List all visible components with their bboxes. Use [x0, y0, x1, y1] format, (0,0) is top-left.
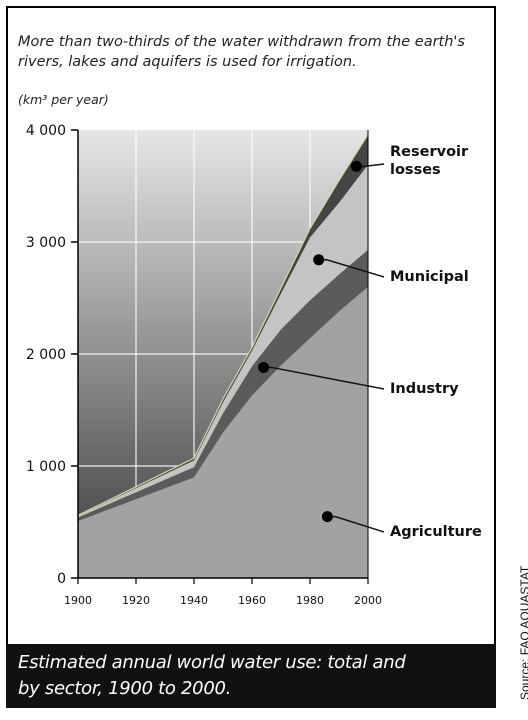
- area-industry: [78, 249, 368, 521]
- legend-label-reservoir-losses: Reservoir: [390, 144, 469, 160]
- legend-leaders: [258, 160, 385, 533]
- caption-band: Estimated annual world water use: total …: [6, 644, 496, 708]
- dot-municipal: [313, 254, 325, 266]
- x-tick-label-2000: 2000: [354, 594, 382, 607]
- dot-industry: [258, 361, 270, 373]
- caption-line-1: Estimated annual world water use: total …: [18, 652, 406, 673]
- legend-label-municipal: Municipal: [390, 269, 469, 285]
- y-tick-label-1000: 1 000: [26, 459, 66, 475]
- x-tick-label-1900: 1900: [64, 594, 92, 607]
- tick-labels: 0 1 000 2 000 3 000 4 000 1900 1920 1940 1960 198…: [26, 123, 382, 607]
- x-tick-label-1980: 1980: [296, 594, 324, 607]
- legend-label-reservoir-losses-line2: losses: [390, 162, 441, 178]
- legend-labels: Reservoir losses Municipal Industry Agricult…: [390, 144, 482, 540]
- chart-intro-text: More than two-thirds of the water withdr…: [18, 34, 465, 70]
- axes: [71, 129, 369, 584]
- dot-agriculture: [321, 511, 333, 523]
- water-use-area-chart: 0 1 000 2 000 3 000 4 000 1900 1920 1940 1960 198…: [26, 123, 482, 607]
- x-tick-label-1960: 1960: [238, 594, 266, 607]
- y-tick-label-2000: 2 000: [26, 347, 66, 363]
- y-tick-label-3000: 3 000: [26, 235, 66, 251]
- legend-label-industry: Industry: [390, 381, 459, 397]
- dot-reservoir-losses: [350, 160, 362, 172]
- x-tick-label-1940: 1940: [180, 594, 208, 607]
- caption-line-2: by sector, 1900 to 2000.: [18, 678, 232, 699]
- y-axis-unit-label: (km³ per year): [18, 92, 109, 107]
- y-tick-label-0: 0: [57, 571, 66, 587]
- legend-label-agriculture: Agriculture: [390, 524, 482, 540]
- source-credit: Source: FAO AQUASTAT: [518, 565, 528, 700]
- total-outline: [77, 134, 369, 516]
- stacked-areas: [77, 134, 369, 578]
- y-tick-label-4000: 4 000: [26, 123, 66, 139]
- x-tick-label-1920: 1920: [122, 594, 150, 607]
